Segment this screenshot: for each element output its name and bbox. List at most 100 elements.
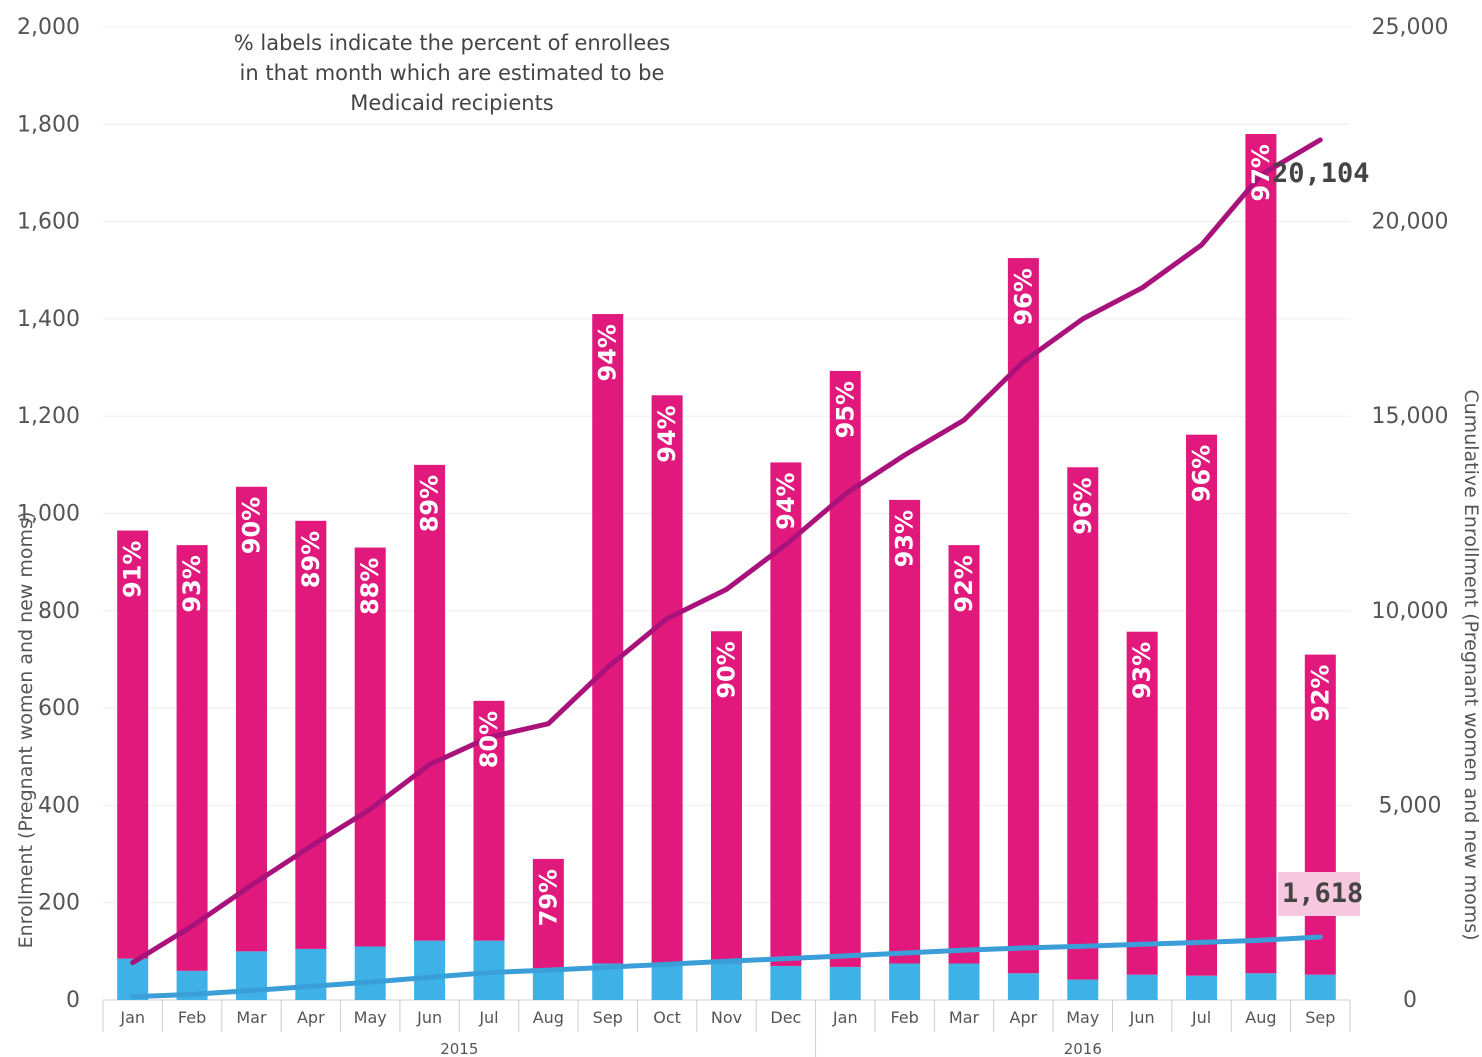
bar-segment-primary: [295, 520, 327, 949]
bar-segment-primary: [651, 395, 683, 964]
bar-segment-secondary: [651, 963, 683, 1000]
month-label: Feb: [178, 1008, 206, 1027]
month-label: Sep: [1305, 1008, 1335, 1027]
bar-segment-secondary: [770, 965, 802, 1000]
percent-label: 89%: [297, 531, 325, 588]
month-label: Mar: [236, 1008, 267, 1027]
month-label: Oct: [653, 1008, 681, 1027]
left-tick-label: 0: [66, 988, 80, 1013]
x-axis: Jan Feb Mar Apr May Jun Jul Aug Sep Oct Nov Dec Jan F…: [102, 1000, 1351, 1057]
bar-segment-primary: [176, 545, 208, 971]
bar-segment-primary: [592, 314, 624, 964]
month-label: Aug: [533, 1008, 564, 1027]
cumulative-lines: [130, 137, 1323, 1000]
percent-label: 96%: [1009, 268, 1037, 325]
percent-label: 96%: [1188, 445, 1216, 502]
month-label: Nov: [711, 1008, 742, 1027]
month-label: Jan: [832, 1008, 858, 1027]
bar-segment-primary: [948, 545, 980, 964]
bar-segment-primary: [1186, 434, 1218, 976]
bar-segment-primary: [829, 370, 861, 967]
right-axis-ticks: 0 5,000 10,000 15,000 20,000 25,000: [1372, 15, 1449, 1013]
month-label: Jan: [119, 1008, 145, 1027]
cumulative-total-line: [130, 137, 1323, 966]
right-tick-label: 15,000: [1372, 404, 1449, 429]
bar-segment-secondary: [711, 963, 742, 1000]
bar-segment-primary: [889, 499, 921, 964]
axis-titles: Enrollment (Pregnant women and new moms)…: [15, 389, 1482, 948]
percent-label: 91%: [119, 541, 147, 598]
percent-label: 89%: [416, 475, 444, 532]
left-tick-label: 2,000: [17, 15, 80, 40]
percent-label: 94%: [653, 405, 681, 462]
percent-label: 94%: [594, 324, 622, 381]
right-tick-label: 10,000: [1372, 599, 1449, 624]
month-label: Aug: [1245, 1008, 1276, 1027]
annotation-line: in that month which are estimated to be: [240, 61, 665, 85]
annotation-note: % labels indicate the percent of enrolle…: [234, 31, 670, 115]
bar-segment-secondary: [414, 940, 446, 1000]
month-label: Sep: [593, 1008, 623, 1027]
month-label: Apr: [1010, 1008, 1038, 1027]
month-label: Feb: [890, 1008, 918, 1027]
percent-label: 92%: [1306, 665, 1334, 722]
percent-label: 96%: [1069, 477, 1097, 534]
right-tick-label: 0: [1403, 988, 1417, 1013]
left-axis-title: Enrollment (Pregnant women and new moms): [15, 512, 37, 949]
right-tick-label: 5,000: [1379, 793, 1442, 818]
left-tick-label: 1,200: [17, 404, 80, 429]
bar-segment-secondary: [1067, 979, 1099, 1000]
end-labels: 20,104 1,618: [1272, 158, 1370, 916]
bar-segment-primary: [117, 530, 149, 959]
right-tick-label: 20,000: [1372, 210, 1449, 235]
annotation-line: % labels indicate the percent of enrolle…: [234, 31, 670, 55]
bar-segment-secondary: [1126, 974, 1158, 1000]
left-tick-label: 1,600: [17, 210, 80, 235]
bar-segment-secondary: [948, 963, 980, 1000]
month-label: Jul: [1191, 1008, 1211, 1027]
percent-label: 79%: [534, 869, 562, 926]
left-tick-label: 200: [38, 891, 80, 916]
bar-segment-primary: [1245, 134, 1277, 974]
annotation-line: Medicaid recipients: [350, 91, 554, 115]
left-axis-ticks: 0 200 400 600 800 1,000 1,200 1,400 1,600 1,800 2,…: [17, 15, 80, 1013]
bar-segment-primary: [235, 486, 267, 952]
percent-label: 88%: [356, 558, 384, 615]
left-tick-label: 600: [38, 696, 80, 721]
bar-segment-secondary: [889, 963, 921, 1000]
bar-segment-secondary: [1245, 973, 1277, 1000]
percent-label: 93%: [1128, 642, 1156, 699]
percent-label: 97%: [1247, 144, 1275, 201]
percent-labels: 91% 93% 90% 89% 88% 89% 80% 79% 94% 94% 90% 94% 95% 9…: [119, 144, 1335, 926]
percent-label: 90%: [713, 641, 741, 698]
bar-segment-secondary: [354, 946, 386, 1000]
bar-segment-primary: [414, 464, 446, 941]
bar-segment-secondary: [117, 958, 149, 1000]
month-label: Jul: [478, 1008, 498, 1027]
percent-label: 93%: [891, 510, 919, 567]
year-label: 2016: [1064, 1040, 1102, 1057]
left-tick-label: 1,000: [17, 502, 80, 527]
percent-label: 93%: [178, 555, 206, 612]
bar-segment-primary: [1304, 654, 1336, 975]
percent-label: 94%: [772, 472, 800, 529]
right-axis-title: Cumulative Enrollment (Pregnant women an…: [1460, 389, 1482, 940]
bar-segment-secondary: [829, 966, 861, 1000]
bars: [117, 134, 1336, 1000]
percent-label: 95%: [831, 381, 859, 438]
right-tick-label: 25,000: [1372, 15, 1449, 40]
left-tick-label: 1,800: [17, 112, 80, 137]
bar-segment-secondary: [295, 948, 327, 1000]
bar-segment-secondary: [1007, 973, 1039, 1000]
month-label: Apr: [297, 1008, 325, 1027]
month-label: Mar: [949, 1008, 980, 1027]
left-tick-label: 800: [38, 599, 80, 624]
month-label: Jun: [416, 1008, 442, 1027]
month-label: Jun: [1129, 1008, 1155, 1027]
bar-segment-primary: [1007, 258, 1039, 974]
bar-segment-secondary: [1186, 975, 1218, 1000]
month-label: May: [354, 1008, 387, 1027]
end-label-cumulative-total: 20,104: [1272, 158, 1370, 189]
bar-segment-primary: [354, 547, 386, 947]
